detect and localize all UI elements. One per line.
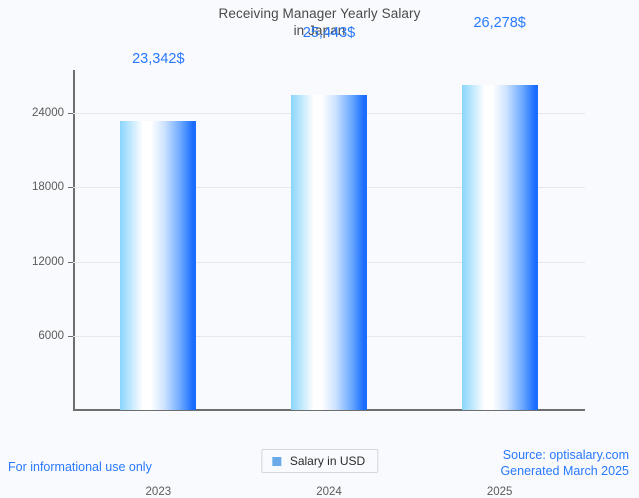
page-title: Receiving Manager Yearly Salary in Japan — [0, 5, 639, 39]
x-axis-category-label: 2024 — [316, 486, 342, 498]
chart-legend[interactable]: Salary in USD — [260, 449, 379, 473]
y-axis-tick-label: 24000 — [32, 107, 64, 120]
y-axis-tick-label: 12000 — [32, 255, 64, 268]
y-axis-tick-label: 6000 — [38, 329, 64, 342]
chart-title-line-1: Receiving Manager Yearly Salary — [218, 6, 421, 21]
y-axis-tick-mark — [68, 113, 73, 115]
disclaimer-text: For informational use only — [8, 460, 152, 474]
y-axis-tick-mark — [68, 187, 73, 189]
source-text: Source: optisalary.com — [502, 448, 629, 462]
y-axis-line — [73, 70, 75, 411]
bar-value-label: 23,342$ — [132, 51, 185, 68]
legend-swatch-icon — [271, 456, 281, 466]
source-block: Source: optisalary.com Generated March 2… — [500, 447, 629, 479]
chart-title-line-2: in Japan — [293, 23, 346, 38]
bar-2024[interactable] — [291, 95, 367, 410]
bar-value-label: 26,278$ — [473, 15, 526, 32]
bar-2025[interactable] — [461, 85, 538, 410]
bar-2023[interactable] — [120, 121, 197, 410]
legend-item-label: Salary in USD — [289, 454, 366, 468]
y-axis-tick-label: 18000 — [32, 181, 64, 194]
generated-date-text: Generated March 2025 — [500, 464, 629, 478]
x-axis-category-label: 2023 — [145, 486, 172, 498]
y-axis-tick-mark — [68, 335, 73, 337]
x-axis-category-label: 2025 — [486, 486, 513, 498]
bar-value-label: 25,443$ — [302, 25, 356, 42]
x-axis-line — [73, 409, 585, 411]
plot-area: 6000 12000 18000 24000 23,342$ 2023 25,443$ 202… — [32, 15, 585, 498]
y-axis-tick-mark — [68, 261, 73, 263]
